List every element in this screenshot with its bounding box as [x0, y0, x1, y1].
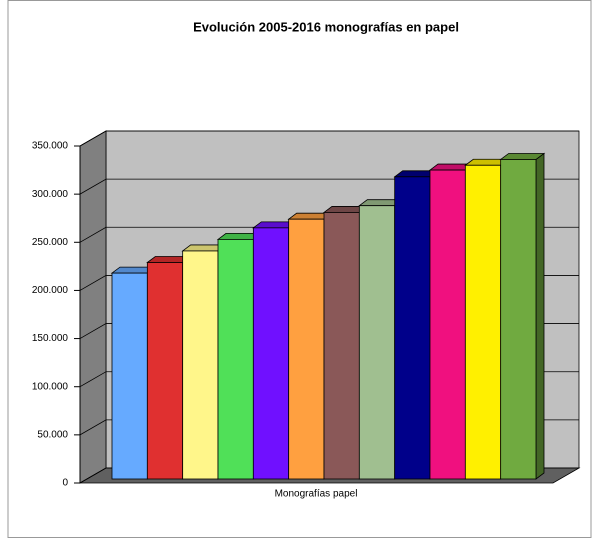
- bar: [429, 169, 466, 480]
- chart-title: Evolución 2005-2016 monografías en papel: [193, 19, 459, 34]
- y-tick-label: 50.000: [37, 429, 68, 440]
- y-tick-label: 250.000: [32, 237, 69, 248]
- y-tick-label: 200.000: [32, 285, 69, 296]
- bar: [111, 272, 148, 480]
- bar: [500, 159, 537, 480]
- bar: [288, 218, 325, 480]
- bar-side: [535, 152, 545, 480]
- side-wall: [79, 130, 107, 484]
- y-tick-label: 300.000: [32, 189, 69, 200]
- y-tick-label: 350.000: [32, 141, 69, 152]
- grid-line: [79, 130, 579, 147]
- bar: [217, 238, 254, 480]
- bar: [146, 262, 184, 480]
- bar: [252, 227, 290, 480]
- bar: [182, 250, 219, 480]
- bar: [464, 164, 502, 480]
- y-tick-label: 0: [62, 478, 68, 489]
- bar-top: [499, 153, 546, 160]
- y-tick-label: 100.000: [32, 381, 69, 392]
- y-tick-label: 150.000: [32, 333, 69, 344]
- bar: [358, 205, 396, 480]
- bar: [394, 176, 431, 480]
- bar: [323, 212, 360, 480]
- x-axis-label: Monografías papel: [275, 489, 358, 500]
